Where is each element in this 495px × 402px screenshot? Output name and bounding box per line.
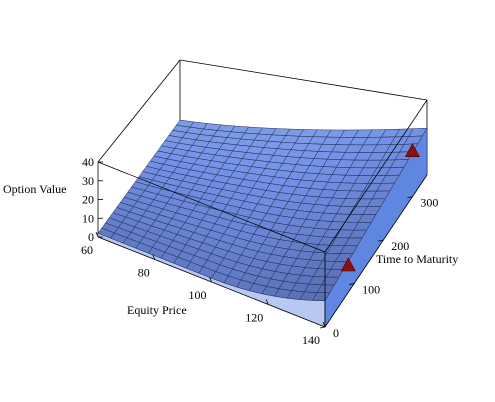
z-tick-label: 20 [82,193,94,207]
box-edge [179,59,428,101]
x-tick-label: 60 [81,243,93,257]
y-tick-mark [407,196,413,199]
y-tick-mark [319,326,326,329]
x-tick-mark [265,299,269,305]
x-tick-label: 140 [302,333,320,347]
data-marker [340,257,356,272]
x-tick-label: 100 [189,288,207,302]
x-tick-mark [209,276,212,283]
box-edge [97,161,326,253]
x-tick-label: 120 [245,311,263,325]
x-tick-mark [322,321,326,328]
box-edge [324,174,428,328]
z-tick-label: 10 [82,211,94,225]
box-edge [324,99,428,253]
x-tick-mark [95,231,99,238]
x-tick-mark [152,254,156,260]
y-tick-label: 0 [333,326,339,340]
y-tick-label: 300 [420,196,438,210]
axis-ticks: 0 10 20 30 40 60 80 100 120 140 0 100 200 300 [81,155,438,347]
data-markers [340,143,420,272]
y-tick-label: 200 [391,239,409,253]
box-edge [97,59,181,163]
bounding-box-front [97,99,428,328]
z-axis-label: Option Value [3,182,66,196]
x-axis-label: Equity Price [127,303,187,317]
data-marker [404,143,420,158]
y-tick-mark [349,283,355,285]
z-tick-label: 0 [88,230,94,244]
z-tick-label: 30 [82,174,94,188]
y-axis-label: Time to Maturity [376,252,458,266]
y-tick-label: 100 [362,283,380,297]
z-tick-label: 40 [82,155,94,169]
x-tick-label: 80 [138,266,150,280]
y-tick-mark [378,239,384,242]
